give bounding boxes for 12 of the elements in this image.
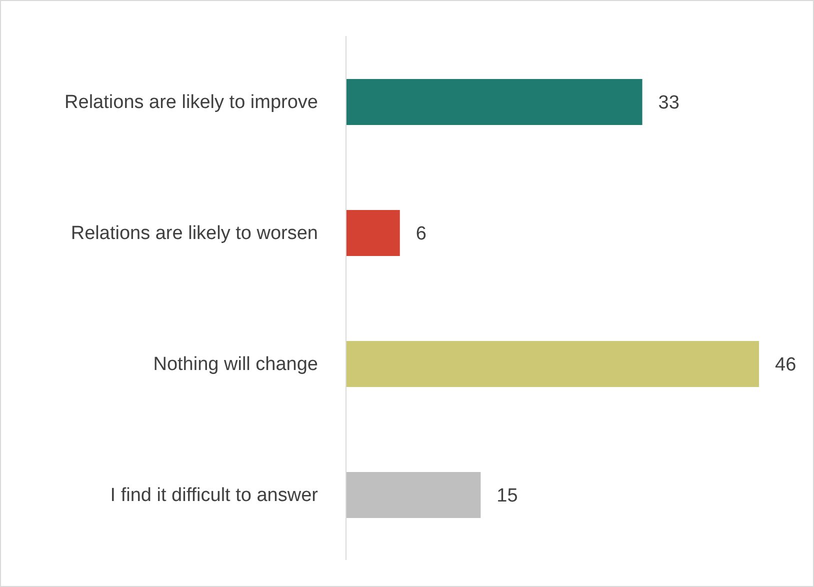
data-label: 6 bbox=[416, 224, 426, 245]
data-label: 15 bbox=[496, 486, 518, 507]
bar bbox=[346, 79, 642, 125]
bar bbox=[346, 341, 759, 387]
y-tick-label: I find it difficult to answer bbox=[110, 485, 319, 506]
data-label: 33 bbox=[658, 92, 680, 114]
y-tick-label: Relations are likely to worsen bbox=[70, 223, 318, 244]
bar bbox=[346, 472, 481, 518]
y-tick-label: Nothing will change bbox=[153, 354, 318, 376]
data-label: 46 bbox=[775, 354, 796, 376]
bar bbox=[346, 210, 400, 256]
y-tick-label: Relations are likely to improve bbox=[64, 92, 318, 114]
